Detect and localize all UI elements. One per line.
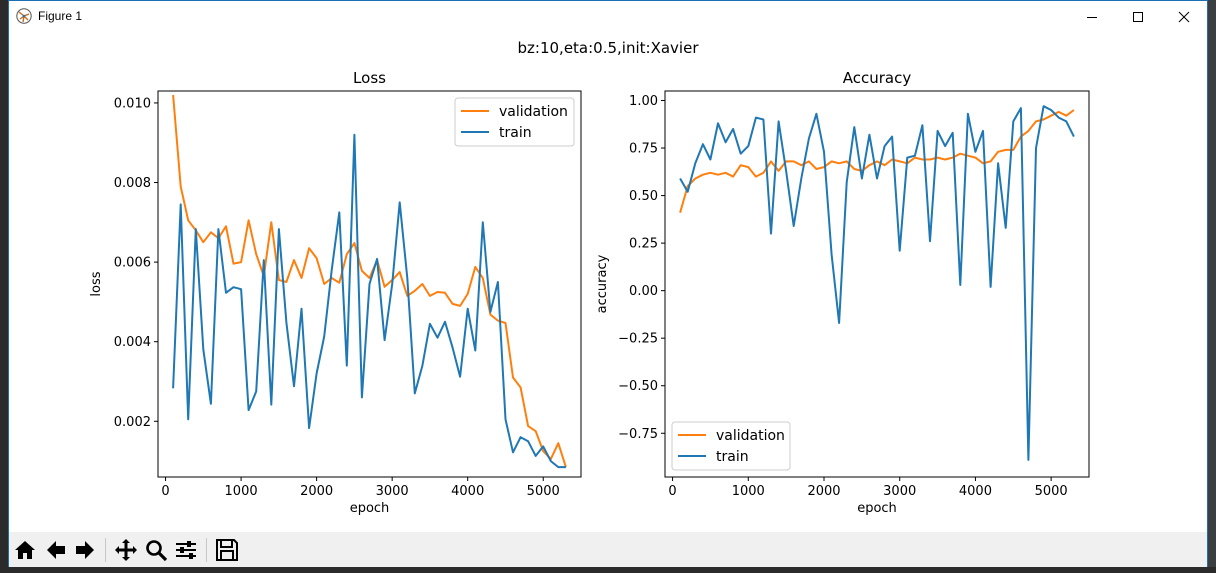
legend-label-validation: validation <box>499 104 568 120</box>
forward-button[interactable] <box>71 536 99 564</box>
y-tick-label: 0.008 <box>114 176 151 191</box>
back-icon <box>47 541 65 559</box>
x-tick-label: 3000 <box>376 484 409 499</box>
y-tick-label: −0.50 <box>618 379 658 394</box>
y-axis-label: loss <box>89 271 104 296</box>
figure-window: Figure 1 bz:10,eta:0.5,init:Xavier Loss 0… <box>8 0 1208 573</box>
pan-icon <box>115 539 137 561</box>
y-tick-label: 1.00 <box>629 94 658 109</box>
y-tick-label: 0.006 <box>114 256 151 271</box>
legend-label-train: train <box>499 125 532 141</box>
title-bar[interactable]: Figure 1 <box>9 1 1207 33</box>
y-tick-label: 0.50 <box>629 189 658 204</box>
close-icon <box>1178 11 1190 23</box>
series-line-train <box>679 105 1075 461</box>
loss-chart: Loss 0 1000 2000 3000 4000 5000 0.002 0.004 0.006… <box>89 69 582 516</box>
save-icon <box>216 539 238 561</box>
legend: validation train <box>454 97 575 147</box>
minimize-icon <box>1087 17 1097 18</box>
x-tick-label: 5000 <box>1035 484 1068 499</box>
maximize-icon <box>1133 12 1143 22</box>
x-tick-label: 3000 <box>883 484 916 499</box>
save-button[interactable] <box>213 536 241 564</box>
y-tick-label: −0.75 <box>618 427 658 442</box>
chart-title: Loss <box>353 69 386 87</box>
y-axis-label: accuracy <box>595 254 610 313</box>
y-tick-label: 0.010 <box>114 96 151 111</box>
matplotlib-logo-icon <box>16 8 32 24</box>
x-tick-label: 1000 <box>732 484 765 499</box>
figure-svg: bz:10,eta:0.5,init:Xavier Loss 0 1000 2000 3… <box>89 39 1090 516</box>
x-axis-label: epoch <box>857 501 897 516</box>
y-tick-label: −0.25 <box>618 332 658 347</box>
x-tick-label: 2000 <box>300 484 333 499</box>
x-tick-label: 5000 <box>527 484 560 499</box>
legend-label-train: train <box>716 449 749 465</box>
zoom-button[interactable] <box>142 536 170 564</box>
plot-frame <box>664 90 1090 478</box>
series-line-train <box>172 133 566 469</box>
configure-icon <box>176 541 196 559</box>
y-tick-label: 0.00 <box>629 284 658 299</box>
legend: validation train <box>671 421 791 471</box>
minimize-button[interactable] <box>1069 1 1115 33</box>
figure-suptitle: bz:10,eta:0.5,init:Xavier <box>518 39 700 57</box>
background-app-strip <box>0 567 1216 573</box>
background-app-strip <box>0 0 8 573</box>
y-tick-label: 0.75 <box>629 142 658 157</box>
back-button[interactable] <box>42 536 70 564</box>
y-tick-label: 0.004 <box>114 335 151 350</box>
home-button[interactable] <box>11 536 39 564</box>
configure-subplots-button[interactable] <box>172 536 200 564</box>
x-tick-label: 1000 <box>225 484 258 499</box>
accuracy-chart: Accuracy 0 1000 2000 3000 4000 5000 −0.75 −0.50 −… <box>595 69 1090 516</box>
pan-button[interactable] <box>112 536 140 564</box>
x-tick-label: 0 <box>161 484 169 499</box>
y-tick-label: 0.002 <box>114 415 151 430</box>
zoom-icon <box>146 540 168 562</box>
x-tick-label: 4000 <box>959 484 992 499</box>
home-icon <box>15 541 35 559</box>
legend-label-validation: validation <box>716 428 785 444</box>
maximize-button[interactable] <box>1115 1 1161 33</box>
window-title: Figure 1 <box>38 9 83 23</box>
toolbar-separator <box>105 538 106 562</box>
toolbar-separator <box>206 538 207 562</box>
x-tick-label: 2000 <box>807 484 840 499</box>
plot-frame <box>157 90 582 478</box>
x-tick-label: 4000 <box>451 484 484 499</box>
y-tick-label: 0.25 <box>629 237 658 252</box>
navigation-toolbar <box>9 532 1207 568</box>
forward-icon <box>76 541 94 559</box>
chart-title: Accuracy <box>843 69 912 87</box>
x-tick-label: 0 <box>668 484 676 499</box>
series-line-validation <box>679 109 1075 213</box>
x-axis-label: epoch <box>350 501 390 516</box>
figure-canvas[interactable]: bz:10,eta:0.5,init:Xavier Loss 0 1000 2000 3… <box>9 33 1207 531</box>
close-button[interactable] <box>1161 1 1207 33</box>
